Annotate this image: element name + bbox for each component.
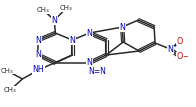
Text: N: N bbox=[51, 16, 57, 25]
Text: N: N bbox=[167, 45, 173, 54]
Text: −: − bbox=[182, 54, 188, 60]
Text: CH₃: CH₃ bbox=[4, 87, 17, 93]
Text: N: N bbox=[119, 23, 125, 32]
Text: CH₃: CH₃ bbox=[37, 7, 50, 13]
Text: N=N: N=N bbox=[89, 67, 107, 77]
Text: O: O bbox=[177, 53, 183, 62]
Text: N=N: N=N bbox=[88, 67, 106, 77]
Text: NH: NH bbox=[33, 65, 44, 74]
Text: CH₃: CH₃ bbox=[1, 68, 14, 74]
Text: O: O bbox=[177, 36, 183, 46]
Text: +: + bbox=[172, 43, 177, 48]
Text: N: N bbox=[86, 59, 92, 68]
Text: CH₃: CH₃ bbox=[60, 5, 73, 11]
Text: N: N bbox=[86, 29, 92, 38]
Text: N: N bbox=[69, 36, 75, 45]
Text: N: N bbox=[35, 36, 41, 45]
Text: N: N bbox=[35, 51, 41, 59]
